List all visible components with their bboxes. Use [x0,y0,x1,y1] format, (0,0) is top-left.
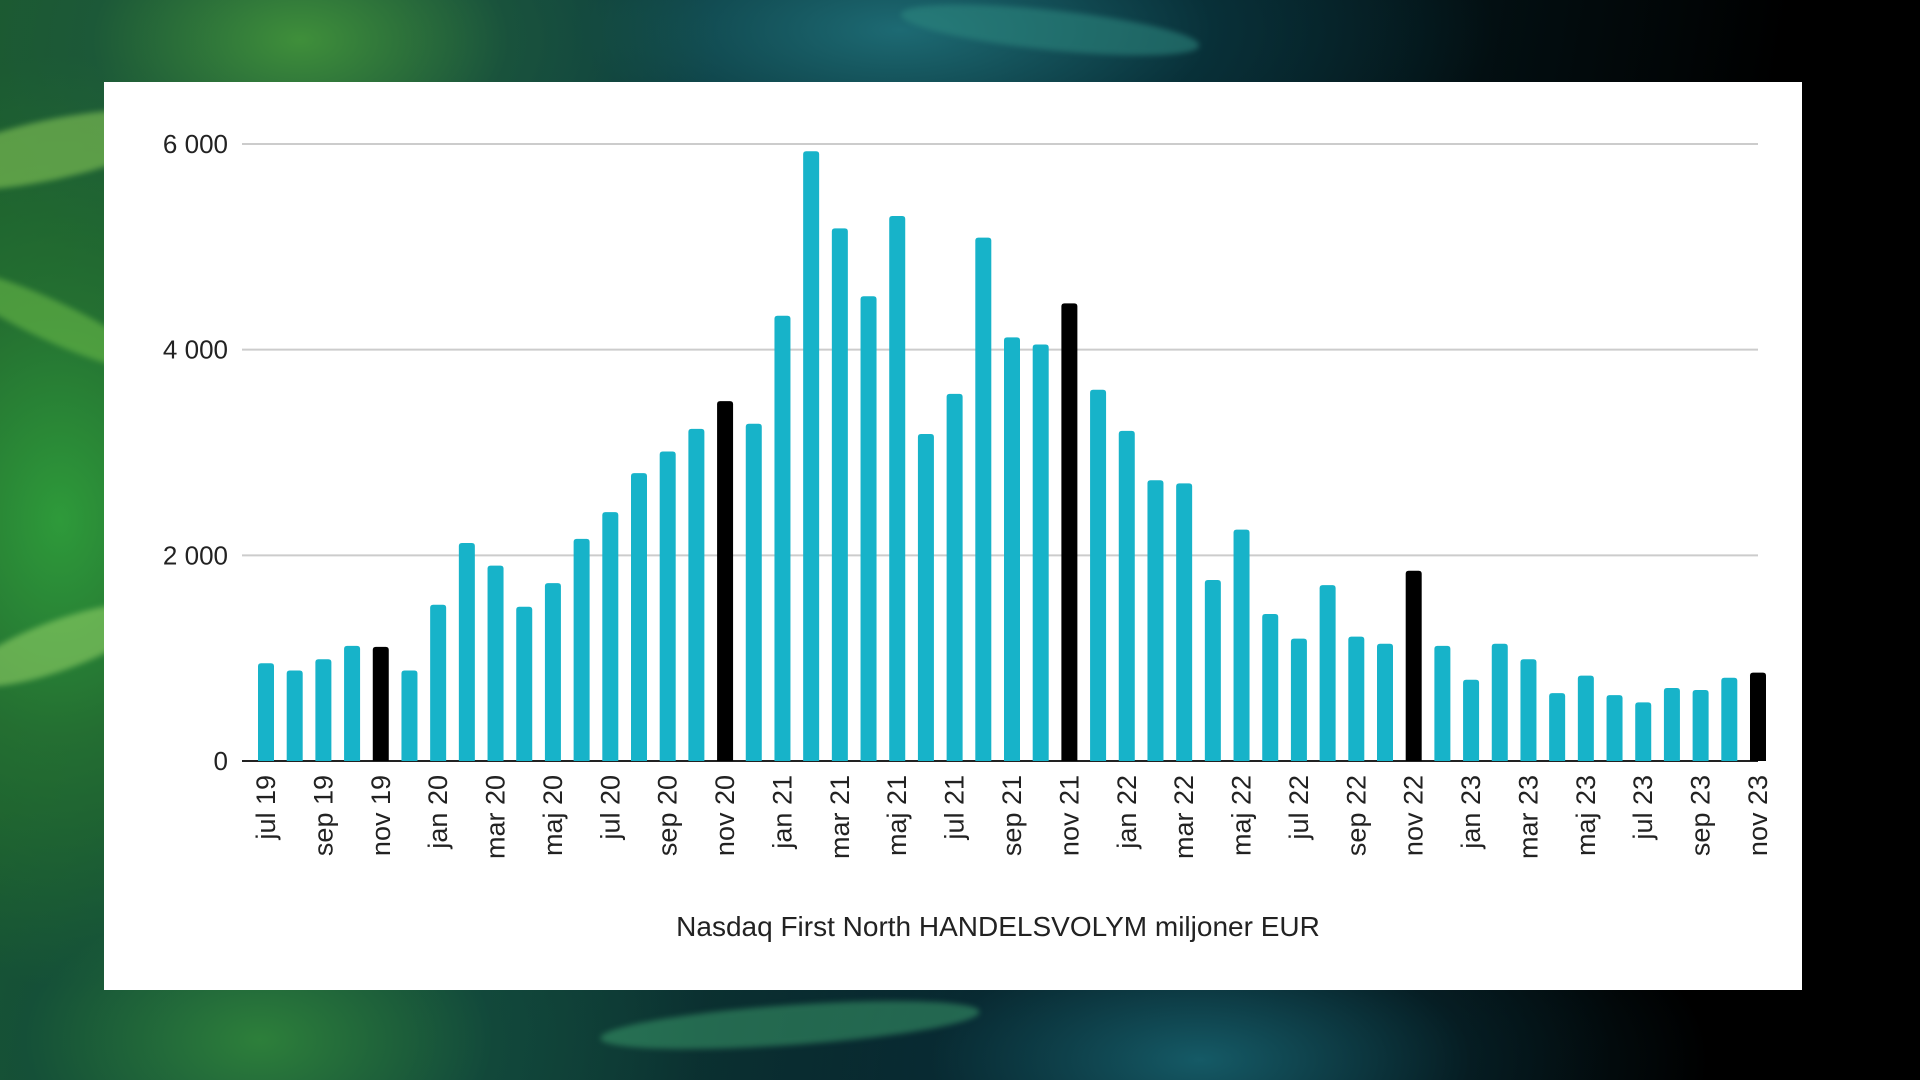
x-tick-label: jan 20 [423,775,453,850]
bar [631,473,647,761]
y-tick-label: 2 000 [163,540,228,570]
bar [1549,693,1566,761]
x-tick-label: jan 22 [1112,775,1142,850]
bar [1004,337,1020,761]
bar [1463,679,1480,761]
bar [544,583,561,761]
bar [1176,483,1193,761]
bar [1204,580,1221,761]
bar [860,296,877,761]
bar [1147,480,1164,761]
x-tick-label: jan 21 [767,775,797,850]
bar [487,565,504,761]
bar [1491,643,1508,761]
bar [1233,529,1250,761]
x-tick-label: sep 20 [653,775,683,856]
x-tick-label: nov 23 [1743,775,1773,856]
background-streak [898,0,1202,66]
x-tick-label: jul 21 [940,775,970,841]
bar [1348,636,1365,761]
bar [516,606,533,761]
x-tick-label: mar 23 [1513,775,1543,859]
bar [1520,659,1537,761]
x-tick-label: mar 20 [481,775,511,859]
x-axis-label: Nasdaq First North HANDELSVOLYM miljoner… [676,911,1320,942]
bar [430,604,447,761]
x-tick-label: maj 23 [1571,775,1601,856]
bar [1663,687,1680,761]
bar [946,393,963,761]
x-tick-label: sep 23 [1686,775,1716,856]
x-tick-label: sep 21 [997,775,1027,856]
bar [1262,613,1279,761]
bar [1377,643,1393,761]
x-axis-ticks: jul 19 sep 19 nov 19 jan 20 mar 20 maj 20 jul … [251,775,1773,859]
x-tick-label: sep 19 [308,775,338,856]
bar [1319,585,1336,761]
bar [1118,430,1135,761]
x-tick-label: nov 19 [366,775,396,856]
bar [401,670,418,761]
bar [1606,695,1623,761]
bar [1032,344,1049,761]
chart-card: 0 2 000 4 000 6 000 jul 19 sep 19 nov 19 jan 2… [104,82,1802,990]
bar [1290,638,1307,761]
x-tick-label: maj 20 [538,775,568,856]
x-tick-label: jan 23 [1456,775,1486,850]
bar-highlight [1750,672,1766,761]
bar [745,423,762,761]
bar [1434,645,1451,761]
bar [889,215,906,761]
bar [1090,389,1107,761]
x-tick-label: jul 20 [595,775,625,841]
bar [344,645,361,761]
bars [258,151,1766,761]
bar-highlight [1405,570,1422,761]
x-tick-label: sep 22 [1341,775,1371,856]
bar [659,451,676,761]
bar [1635,702,1652,761]
y-tick-label: 6 000 [163,129,228,159]
bar-highlight [372,646,389,761]
bar [315,659,332,761]
bar [458,542,475,761]
bar-highlight [717,401,734,761]
x-tick-label: jul 19 [251,775,281,841]
bar [688,428,705,761]
bar [803,151,820,761]
x-tick-label: nov 22 [1399,775,1429,856]
bar [1577,675,1594,761]
y-tick-label: 0 [214,746,228,776]
bar [573,538,590,761]
bar [831,228,848,761]
bar [258,663,274,761]
bar-chart: 0 2 000 4 000 6 000 jul 19 sep 19 nov 19 jan 2… [163,129,1773,942]
x-tick-label: maj 22 [1227,775,1257,856]
background-streak [599,991,981,1059]
x-tick-label: jul 22 [1284,775,1314,841]
bar [975,237,992,761]
bar-highlight [1061,303,1078,761]
y-axis-ticks: 0 2 000 4 000 6 000 [163,129,228,776]
bar [917,433,934,761]
x-tick-label: nov 21 [1054,775,1084,856]
x-tick-label: maj 21 [882,775,912,856]
x-tick-label: nov 20 [710,775,740,856]
bar [774,315,791,761]
bar [1721,677,1738,761]
y-tick-label: 4 000 [163,335,228,365]
x-tick-label: mar 21 [825,775,855,859]
bar [602,512,619,761]
bar [1692,690,1709,761]
bar [286,670,303,761]
x-tick-label: mar 22 [1169,775,1199,859]
x-tick-label: jul 23 [1628,775,1658,841]
